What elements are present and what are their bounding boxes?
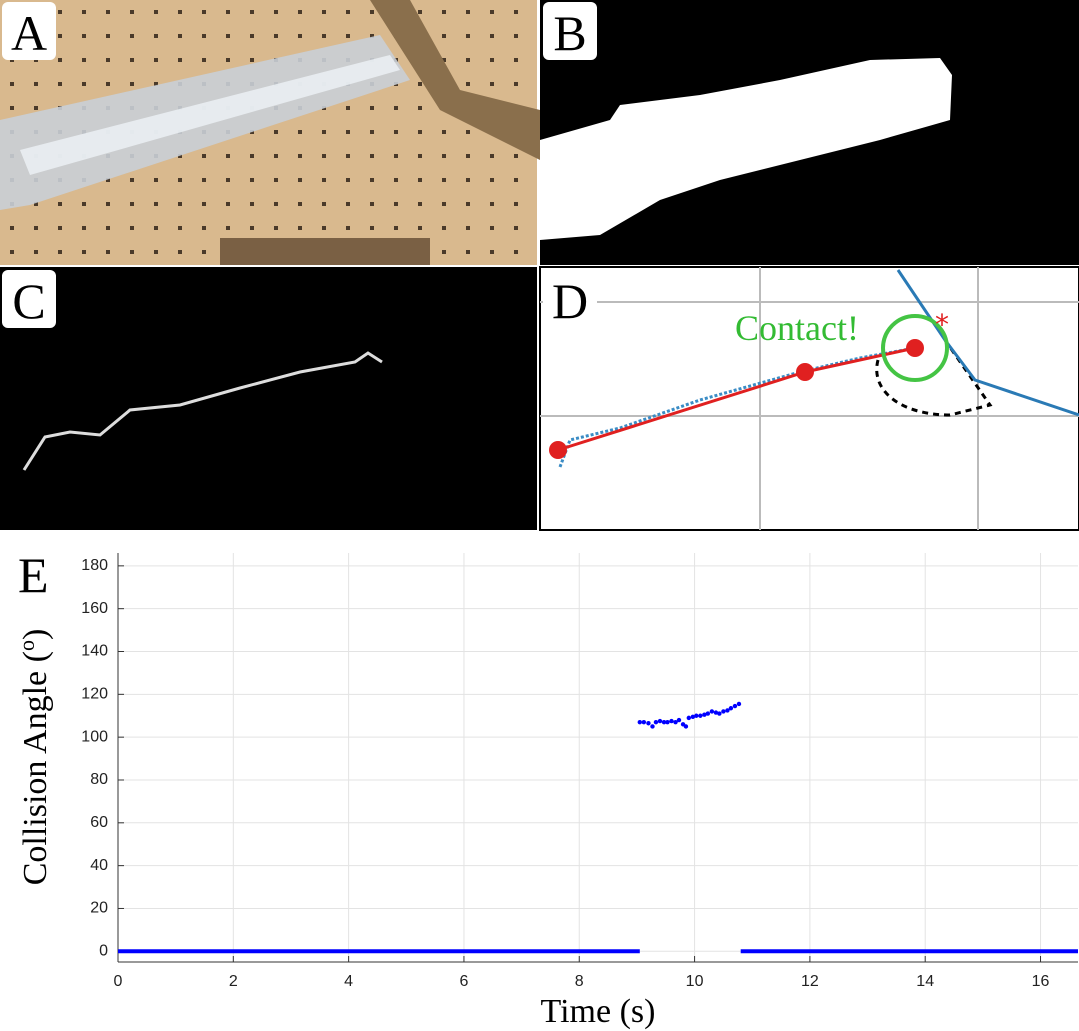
- svg-text:*: *: [935, 308, 949, 341]
- data-point: [702, 712, 707, 717]
- data-point: [661, 719, 667, 725]
- x-tick-label: 0: [114, 973, 123, 990]
- y-tick-label: 140: [81, 643, 108, 660]
- data-point: [725, 708, 730, 713]
- y-tick-label: 60: [90, 814, 108, 831]
- x-tick-label: 4: [344, 973, 353, 990]
- y-tick-label: 120: [81, 686, 108, 703]
- y-tick-label: 180: [81, 557, 108, 574]
- y-tick-label: 80: [90, 771, 108, 788]
- data-point: [683, 724, 689, 729]
- data-point: [736, 701, 742, 707]
- data-point: [732, 703, 738, 709]
- chart: 0 20 40 60 80 100 120 140 160 180 0 2 4 6 8 10 12 14 16 Tim…: [14, 553, 1078, 1030]
- data-point: [698, 713, 703, 718]
- data-point: [653, 719, 659, 725]
- data-point: [637, 719, 643, 725]
- panel-label: C: [12, 273, 45, 329]
- x-tick-label: 12: [801, 973, 819, 990]
- data-point: [646, 721, 651, 726]
- y-axis-label-part: ): [17, 629, 54, 640]
- x-axis-label: Time (s): [541, 993, 656, 1030]
- y-tick-label: 100: [81, 728, 108, 745]
- panel-b: B: [540, 0, 1079, 265]
- data-point: [657, 718, 663, 724]
- y-tick-label: 0: [99, 943, 108, 960]
- y-axis-label-part: o: [14, 640, 39, 651]
- panel-label: A: [11, 5, 47, 61]
- x-tick-label: 6: [459, 973, 468, 990]
- data-point: [665, 719, 670, 725]
- x-tick-label: 8: [575, 973, 584, 990]
- data-point: [717, 711, 722, 716]
- data-point: [705, 711, 711, 716]
- x-tick-label: 2: [229, 973, 238, 990]
- x-tick-label: 10: [686, 973, 704, 990]
- data-point: [721, 709, 726, 714]
- x-tick-label: 14: [916, 973, 934, 990]
- data-point: [669, 718, 674, 724]
- data-point: [694, 713, 699, 718]
- panel-label: E: [18, 547, 49, 603]
- y-tick-label: 160: [81, 600, 108, 617]
- data-point: [686, 715, 692, 721]
- y-tick-label: 40: [90, 857, 108, 874]
- y-axis-label-part: Collision Angle (: [17, 651, 54, 885]
- panel-label: B: [553, 5, 586, 61]
- panel-d: * Contact! D: [539, 266, 1079, 531]
- data-point: [673, 719, 678, 725]
- data-point: [728, 706, 734, 711]
- panel-a: A: [0, 0, 540, 265]
- annotation: Contact!: [735, 308, 859, 348]
- x-tick-label: 16: [1032, 973, 1050, 990]
- y-tick-label: 20: [90, 900, 108, 917]
- panel-label: D: [552, 273, 588, 329]
- data-point: [709, 709, 715, 714]
- data-point: [713, 710, 719, 715]
- data-point: [641, 719, 647, 725]
- data-point: [676, 717, 682, 723]
- data-point: [690, 714, 696, 720]
- data-point: [650, 724, 655, 729]
- y-axis-label: Collision Angle (o): [14, 629, 55, 886]
- panel-c: C: [0, 267, 537, 530]
